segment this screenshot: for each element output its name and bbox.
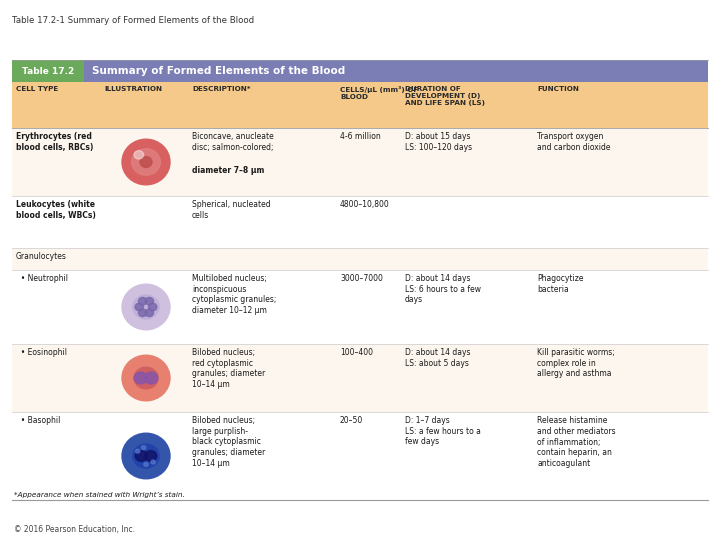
Ellipse shape [132,295,159,319]
Text: Bilobed nucleus;
red cytoplasmic
granules; diameter
10–14 μm: Bilobed nucleus; red cytoplasmic granule… [192,348,265,389]
Text: 3000–7000: 3000–7000 [340,274,383,283]
Ellipse shape [135,449,140,453]
Text: Table 17.2-1 Summary of Formed Elements of the Blood: Table 17.2-1 Summary of Formed Elements … [12,16,254,25]
Text: Kill parasitic worms;
complex role in
allergy and asthma: Kill parasitic worms; complex role in al… [537,348,615,379]
Ellipse shape [134,372,148,384]
Text: Release histamine
and other mediators
of inflammation;
contain heparin, an
antic: Release histamine and other mediators of… [537,416,616,468]
Text: *Appearance when stained with Wright’s stain.: *Appearance when stained with Wright’s s… [14,492,185,498]
Text: • Eosinophil: • Eosinophil [16,348,67,357]
Text: Biconcave, anucleate
disc; salmon-colored;: Biconcave, anucleate disc; salmon-colore… [192,132,274,152]
Text: D: about 15 days
LS: 100–120 days: D: about 15 days LS: 100–120 days [405,132,472,152]
Text: Multilobed nucleus;
inconspicuous
cytoplasmic granules;
diameter 10–12 μm: Multilobed nucleus; inconspicuous cytopl… [192,274,276,315]
Text: ILLUSTRATION: ILLUSTRATION [104,86,162,92]
Bar [12,128,708,196]
Ellipse shape [144,462,148,467]
Bar [84,60,708,82]
Text: Erythrocytes (red
blood cells, RBCs): Erythrocytes (red blood cells, RBCs) [16,132,94,152]
Ellipse shape [122,284,170,330]
Ellipse shape [145,298,153,305]
Text: 4-6 million: 4-6 million [340,132,381,141]
Ellipse shape [134,367,158,389]
Text: D: about 14 days
LS: about 5 days: D: about 14 days LS: about 5 days [405,348,470,368]
Text: D: 1–7 days
LS: a few hours to a
few days: D: 1–7 days LS: a few hours to a few day… [405,416,481,447]
Ellipse shape [145,372,158,384]
Text: Granulocytes: Granulocytes [16,252,67,261]
Text: • Basophil: • Basophil [16,416,60,425]
Text: Bilobed nucleus;
large purplish-
black cytoplasmic
granules; diameter
10–14 μm: Bilobed nucleus; large purplish- black c… [192,416,265,468]
Text: DESCRIPTION*: DESCRIPTION* [192,86,251,92]
Text: 20–50: 20–50 [340,416,364,425]
Bar [12,82,708,128]
Text: DURATION OF
DEVELOPMENT (D)
AND LIFE SPAN (LS): DURATION OF DEVELOPMENT (D) AND LIFE SPA… [405,86,485,106]
Text: 4800–10,800: 4800–10,800 [340,200,390,209]
Text: Table 17.2: Table 17.2 [22,66,74,76]
Text: 100–400: 100–400 [340,348,373,357]
Text: CELLS/μL (mm³) OF
BLOOD: CELLS/μL (mm³) OF BLOOD [340,86,418,100]
Bar [12,248,708,270]
Ellipse shape [138,298,147,305]
Ellipse shape [122,139,170,185]
Text: © 2016 Pearson Education, Inc.: © 2016 Pearson Education, Inc. [14,525,135,534]
Bar [12,60,84,82]
Ellipse shape [122,433,170,479]
Ellipse shape [148,303,157,311]
Text: diameter 7–8 μm: diameter 7–8 μm [192,166,264,175]
Bar [12,270,708,344]
Ellipse shape [145,309,153,316]
Ellipse shape [122,355,170,401]
Ellipse shape [141,446,145,449]
Ellipse shape [145,450,157,461]
Ellipse shape [140,157,152,167]
Text: Summary of Formed Elements of the Blood: Summary of Formed Elements of the Blood [92,66,346,76]
Bar [12,412,708,500]
Bar [12,344,708,412]
Ellipse shape [132,444,159,468]
Text: Leukocytes (white
blood cells, WBCs): Leukocytes (white blood cells, WBCs) [16,200,96,220]
Ellipse shape [135,303,143,311]
Text: Spherical, nucleated
cells: Spherical, nucleated cells [192,200,271,220]
Bar [12,196,708,248]
Text: FUNCTION: FUNCTION [537,86,579,92]
Ellipse shape [138,309,147,316]
Text: D: about 14 days
LS: 6 hours to a few
days: D: about 14 days LS: 6 hours to a few da… [405,274,481,305]
Ellipse shape [135,450,147,461]
Text: Transport oxygen
and carbon dioxide: Transport oxygen and carbon dioxide [537,132,611,152]
Text: Phagocytize
bacteria: Phagocytize bacteria [537,274,583,294]
Text: CELL TYPE: CELL TYPE [16,86,58,92]
Text: • Neutrophil: • Neutrophil [16,274,68,283]
Ellipse shape [151,460,156,464]
Ellipse shape [132,149,161,175]
Ellipse shape [134,151,143,159]
